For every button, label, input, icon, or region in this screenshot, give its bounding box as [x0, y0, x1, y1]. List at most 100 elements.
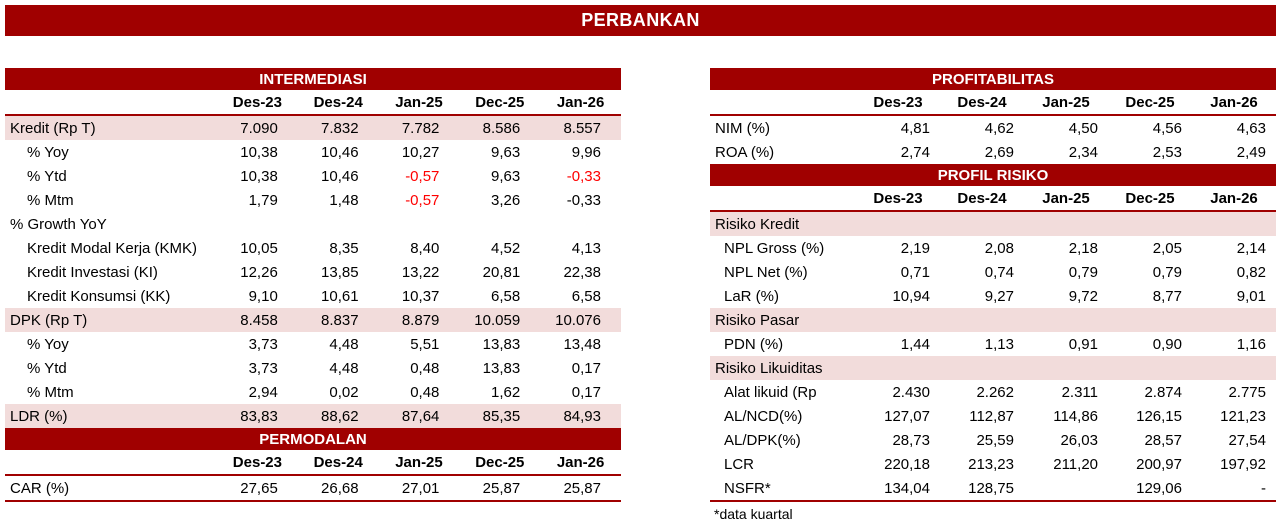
- value-cell: [856, 211, 940, 236]
- value-cell: 85,35: [459, 404, 541, 428]
- value-cell: [1192, 308, 1276, 332]
- value-cell: 129,06: [1108, 476, 1192, 502]
- column-header: Dec-25: [1108, 186, 1192, 212]
- table-row: CAR (%) 27,65 26,68 27,01 25,87 25,87: [5, 475, 621, 502]
- value-cell: 20,81: [482, 263, 521, 281]
- value-cell: -0,57: [405, 191, 440, 209]
- table-row: % Mtm 2,94 0,02 0,48 1,62 0,17: [5, 380, 621, 404]
- row-label: % Mtm: [27, 383, 74, 401]
- value-cell: 10,37: [401, 287, 440, 305]
- table-row: NPL Net (%) 0,71 0,74 0,79 0,79 0,82: [710, 260, 1276, 284]
- value-cell: 26,68: [297, 475, 379, 502]
- column-header: Jan-25: [1024, 186, 1108, 212]
- table-row: Risiko Pasar: [710, 308, 1276, 332]
- value-cell: 0,74: [984, 263, 1014, 281]
- value-cell: 84,93: [540, 404, 621, 428]
- value-cell: 4,56: [1152, 119, 1182, 137]
- value-cell: 25,87: [459, 475, 541, 502]
- row-label: LCR: [724, 455, 755, 473]
- value-cell: 126,15: [1136, 407, 1182, 425]
- value-cell: 1,62: [490, 383, 521, 401]
- row-label: Risiko Kredit: [710, 211, 856, 236]
- value-cell: 114,86: [1053, 407, 1098, 425]
- column-header: Des-23: [856, 90, 940, 116]
- row-label: NPL Net (%): [724, 263, 808, 281]
- table-row: Kredit Investasi (KI) 12,26 13,85 13,22 20,8…: [5, 260, 621, 284]
- value-cell: [1108, 211, 1192, 236]
- page-title: PERBANKAN: [5, 5, 1276, 36]
- value-cell: 2,69: [984, 143, 1014, 161]
- value-cell: 0,17: [571, 359, 601, 377]
- row-label: % Growth YoY: [10, 215, 107, 233]
- value-cell: 4,48: [329, 359, 359, 377]
- value-cell: 9,27: [984, 287, 1014, 305]
- value-cell: 2,18: [1068, 239, 1098, 257]
- value-cell: 10,38: [240, 167, 278, 185]
- value-cell: 3,26: [490, 191, 521, 209]
- profitabilitas-table: PROFITABILITAS Des-23 Des-24 Jan-25 Dec-25 Ja…: [710, 68, 1276, 164]
- corner-cell: [5, 450, 217, 476]
- column-header-row: Des-23 Des-24 Jan-25 Dec-25 Jan-26: [5, 450, 621, 476]
- permodalan-grid: PERMODALAN Des-23 Des-24 Jan-25 Dec-25 Jan-26…: [5, 428, 621, 502]
- table-row: Alat likuid (Rp 2.430 2.262 2.311 2.874 2.775: [710, 380, 1276, 404]
- value-cell: 211,20: [1053, 455, 1098, 473]
- value-cell: [1024, 308, 1108, 332]
- column-header: Dec-25: [1108, 90, 1192, 116]
- column-header: Des-24: [297, 450, 379, 476]
- value-cell: 2,94: [248, 383, 278, 401]
- value-cell: 220,18: [884, 455, 930, 473]
- value-cell: 1,44: [900, 335, 930, 353]
- row-label: Risiko Likuiditas: [710, 356, 856, 380]
- value-cell: 3,73: [248, 359, 278, 377]
- table-row: % Yoy 10,38 10,46 10,27 9,63 9,96: [5, 140, 621, 164]
- value-cell: 8.557: [540, 115, 621, 140]
- value-cell: 27,01: [378, 475, 460, 502]
- column-header: Jan-26: [1192, 186, 1276, 212]
- table-row: Kredit (Rp T) 7.090 7.832 7.782 8.586 8.557: [5, 115, 621, 140]
- value-cell: 9,63: [490, 167, 521, 185]
- column-header: Des-24: [940, 186, 1024, 212]
- intermediasi-grid: INTERMEDIASI Des-23 Des-24 Jan-25 Dec-25 Jan-…: [5, 68, 621, 428]
- value-cell: [379, 212, 460, 236]
- permodalan-banner-row: PERMODALAN: [5, 428, 621, 450]
- right-panel: PROFITABILITAS Des-23 Des-24 Jan-25 Dec-25 Ja…: [710, 68, 1276, 522]
- value-cell: [1024, 356, 1108, 380]
- value-cell: 197,92: [1220, 455, 1266, 473]
- value-cell: 0,02: [329, 383, 359, 401]
- value-cell: 9,72: [1068, 287, 1098, 305]
- column-header: Jan-25: [378, 450, 460, 476]
- value-cell: 5,51: [410, 335, 440, 353]
- value-cell: 2,08: [984, 239, 1014, 257]
- value-cell: [1108, 308, 1192, 332]
- value-cell: 8,40: [410, 239, 440, 257]
- row-label: ROA (%): [715, 143, 775, 161]
- table-row: NSFR* 134,04 128,75 129,06-: [710, 476, 1276, 502]
- value-cell: 1,13: [984, 335, 1014, 353]
- value-cell: 8.879: [378, 308, 460, 332]
- table-row: NIM (%) 4,81 4,62 4,50 4,56 4,63: [710, 115, 1276, 140]
- value-cell: 28,73: [892, 431, 930, 449]
- value-cell: 4,13: [571, 239, 601, 257]
- value-cell: 25,87: [540, 475, 621, 502]
- value-cell: 8,77: [1152, 287, 1182, 305]
- row-label: Alat likuid (Rp: [724, 383, 817, 401]
- table-row: % Growth YoY: [5, 212, 621, 236]
- column-header: Des-24: [940, 90, 1024, 116]
- value-cell: 0,79: [1152, 263, 1182, 281]
- value-cell: [856, 308, 940, 332]
- value-cell: 1,79: [248, 191, 278, 209]
- profil_risiko-section-title: PROFIL RISIKO: [710, 164, 1276, 186]
- row-label: % Yoy: [27, 143, 69, 161]
- value-cell: 1,48: [329, 191, 359, 209]
- value-cell: 200,97: [1136, 455, 1182, 473]
- row-label: Risiko Pasar: [710, 308, 856, 332]
- value-cell: 87,64: [378, 404, 460, 428]
- value-cell: 9,96: [571, 143, 601, 161]
- value-cell: 121,23: [1220, 407, 1266, 425]
- row-label: NPL Gross (%): [724, 239, 825, 257]
- table-row: Risiko Likuiditas: [710, 356, 1276, 380]
- column-header-row: Des-23 Des-24 Jan-25 Dec-25 Jan-26: [5, 90, 621, 116]
- value-cell: 13,83: [482, 335, 521, 353]
- column-header: Des-24: [297, 90, 379, 116]
- table-row: Kredit Modal Kerja (KMK) 10,05 8,35 8,40 4,5…: [5, 236, 621, 260]
